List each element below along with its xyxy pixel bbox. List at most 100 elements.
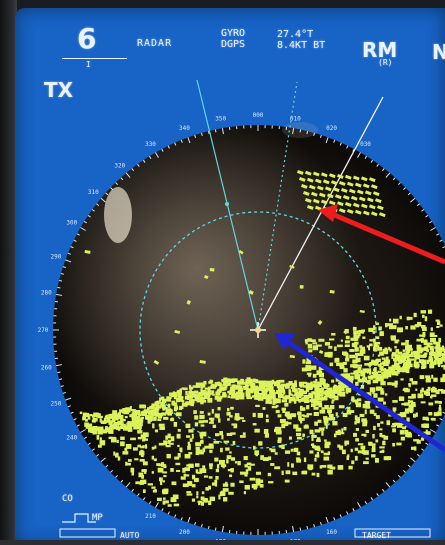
radar-echo bbox=[360, 373, 365, 377]
bearing-tick bbox=[105, 192, 109, 196]
radar-echo bbox=[381, 376, 384, 382]
radar-echo bbox=[429, 361, 435, 364]
radar-echo bbox=[116, 413, 121, 416]
radar-echo bbox=[302, 433, 305, 437]
radar-echo bbox=[221, 434, 224, 440]
radar-echo bbox=[428, 309, 433, 314]
radar-echo bbox=[344, 340, 350, 344]
radar-echo bbox=[324, 342, 331, 346]
radar-echo bbox=[292, 394, 297, 397]
radar-echo bbox=[118, 421, 124, 426]
radar-echo bbox=[277, 414, 282, 418]
radar-echo bbox=[332, 187, 340, 193]
bearing-label: 000 bbox=[253, 112, 264, 119]
radar-echo bbox=[200, 435, 204, 439]
radar-echo bbox=[235, 394, 239, 400]
radar-echo bbox=[393, 358, 396, 362]
radar-echo bbox=[437, 348, 443, 352]
radar-echo bbox=[291, 463, 294, 468]
radar-echo bbox=[337, 465, 344, 470]
radar-echo bbox=[423, 390, 427, 395]
bearing-label: 200 bbox=[179, 529, 190, 536]
radar-echo bbox=[196, 471, 203, 474]
bearing-tick bbox=[155, 502, 159, 508]
radar-echo bbox=[355, 401, 359, 405]
radar-echo bbox=[204, 445, 210, 449]
radar-echo bbox=[189, 387, 192, 392]
radar-echo bbox=[165, 489, 169, 495]
radar-echo bbox=[181, 403, 186, 407]
radar-echo bbox=[373, 425, 376, 431]
radar-echo bbox=[260, 382, 266, 386]
radar-echo bbox=[185, 401, 191, 406]
radar-echo bbox=[187, 481, 193, 486]
radar-echo bbox=[139, 405, 145, 408]
radar-echo bbox=[410, 358, 415, 361]
radar-echo bbox=[442, 373, 445, 378]
radar-echo bbox=[223, 497, 228, 502]
radar-echo bbox=[331, 399, 335, 402]
radar-echo bbox=[383, 359, 390, 365]
radar-echo bbox=[87, 427, 91, 433]
radar-echo bbox=[118, 414, 124, 420]
radar-echo bbox=[237, 380, 243, 385]
radar-echo bbox=[376, 205, 384, 211]
radar-echo bbox=[171, 400, 176, 406]
radar-echo bbox=[82, 415, 85, 419]
radar-echo bbox=[346, 409, 352, 415]
radar-echo bbox=[125, 462, 131, 466]
radar-echo bbox=[261, 394, 265, 400]
radar-echo bbox=[99, 437, 102, 442]
radar-echo bbox=[420, 389, 423, 394]
radar-echo bbox=[359, 310, 365, 314]
radar-echo bbox=[205, 392, 211, 397]
radar-echo bbox=[133, 424, 140, 430]
radar-echo bbox=[423, 423, 430, 429]
radar-echo bbox=[324, 391, 327, 396]
radar-echo bbox=[84, 418, 88, 422]
radar-echo bbox=[339, 362, 345, 367]
radar-echo bbox=[369, 343, 373, 347]
radar-echo bbox=[229, 415, 233, 418]
radar-echo bbox=[312, 391, 319, 394]
radar-echo bbox=[204, 387, 209, 390]
radar-echo bbox=[421, 423, 425, 428]
radar-echo bbox=[220, 464, 227, 467]
radar-echo bbox=[318, 388, 324, 391]
radar-echo bbox=[260, 455, 264, 460]
radar-echo bbox=[281, 423, 286, 429]
radar-echo bbox=[184, 395, 188, 400]
bearing-label: 350 bbox=[215, 115, 226, 122]
range-ring bbox=[139, 211, 377, 449]
bearing-tick bbox=[407, 464, 411, 468]
radar-echo bbox=[180, 476, 186, 480]
radar-echo bbox=[344, 344, 349, 347]
radar-echo bbox=[378, 326, 382, 331]
radar-echo bbox=[209, 268, 215, 272]
radar-echo bbox=[405, 433, 412, 438]
radar-echo bbox=[173, 396, 177, 400]
radar-echo bbox=[314, 429, 321, 433]
radar-echo bbox=[390, 338, 396, 341]
radar-echo bbox=[200, 449, 203, 454]
radar-echo bbox=[438, 404, 442, 409]
radar-echo bbox=[142, 410, 147, 416]
radar-echo bbox=[115, 453, 119, 458]
radar-echo bbox=[308, 467, 313, 471]
radar-echo bbox=[140, 417, 144, 420]
radar-echo bbox=[268, 383, 273, 388]
radar-echo bbox=[354, 415, 358, 421]
radar-echo bbox=[218, 459, 225, 465]
radar-echo bbox=[320, 465, 327, 468]
radar-echo bbox=[296, 451, 301, 456]
radar-echo bbox=[406, 316, 410, 321]
radar-echo bbox=[269, 395, 273, 400]
bearing-tick bbox=[58, 378, 63, 381]
radar-echo bbox=[375, 358, 381, 363]
radar-echo bbox=[352, 175, 360, 181]
radar-echo bbox=[355, 381, 359, 386]
radar-echo bbox=[428, 412, 433, 416]
radar-echo bbox=[203, 420, 209, 423]
radar-echo bbox=[260, 484, 264, 488]
radar-echo bbox=[319, 391, 323, 394]
